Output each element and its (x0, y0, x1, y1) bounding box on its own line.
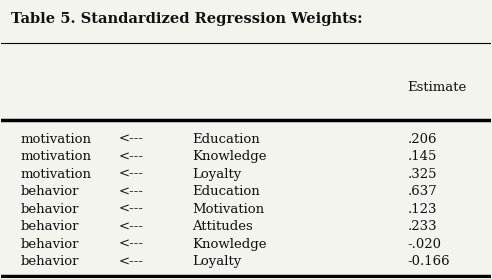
Text: Loyalty: Loyalty (192, 256, 242, 268)
Text: <---: <--- (119, 256, 144, 268)
Text: .123: .123 (407, 203, 437, 216)
Text: .325: .325 (407, 168, 437, 181)
Text: <---: <--- (119, 238, 144, 251)
Text: Education: Education (192, 133, 260, 146)
Text: behavior: behavior (21, 185, 79, 198)
Text: Loyalty: Loyalty (192, 168, 242, 181)
Text: motivation: motivation (21, 150, 92, 163)
Text: <---: <--- (119, 185, 144, 198)
Text: .637: .637 (407, 185, 437, 198)
Text: .233: .233 (407, 220, 437, 233)
Text: Attitudes: Attitudes (192, 220, 253, 233)
Text: Knowledge: Knowledge (192, 238, 267, 251)
Text: <---: <--- (119, 220, 144, 233)
Text: .145: .145 (407, 150, 437, 163)
Text: -.020: -.020 (407, 238, 441, 251)
Text: behavior: behavior (21, 238, 79, 251)
Text: behavior: behavior (21, 220, 79, 233)
Text: Table 5. Standardized Regression Weights:: Table 5. Standardized Regression Weights… (11, 13, 363, 27)
Text: motivation: motivation (21, 168, 92, 181)
Text: Education: Education (192, 185, 260, 198)
Text: -0.166: -0.166 (407, 256, 450, 268)
Text: behavior: behavior (21, 256, 79, 268)
Text: <---: <--- (119, 133, 144, 146)
Text: .206: .206 (407, 133, 437, 146)
Text: motivation: motivation (21, 133, 92, 146)
Text: Motivation: Motivation (192, 203, 264, 216)
Text: behavior: behavior (21, 203, 79, 216)
Text: <---: <--- (119, 168, 144, 181)
Text: Knowledge: Knowledge (192, 150, 267, 163)
Text: <---: <--- (119, 203, 144, 216)
Text: Estimate: Estimate (407, 81, 467, 95)
Text: <---: <--- (119, 150, 144, 163)
